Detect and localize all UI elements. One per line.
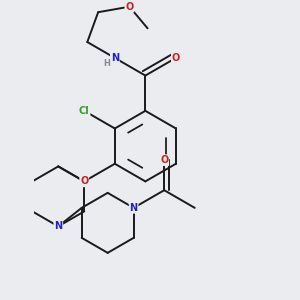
Text: O: O: [160, 155, 168, 165]
Text: H: H: [103, 59, 110, 68]
Text: O: O: [172, 53, 180, 63]
Text: Cl: Cl: [79, 106, 90, 116]
Text: O: O: [80, 176, 88, 186]
Text: O: O: [125, 2, 134, 12]
Text: N: N: [54, 221, 62, 231]
Text: N: N: [111, 53, 119, 63]
Text: N: N: [130, 203, 138, 213]
